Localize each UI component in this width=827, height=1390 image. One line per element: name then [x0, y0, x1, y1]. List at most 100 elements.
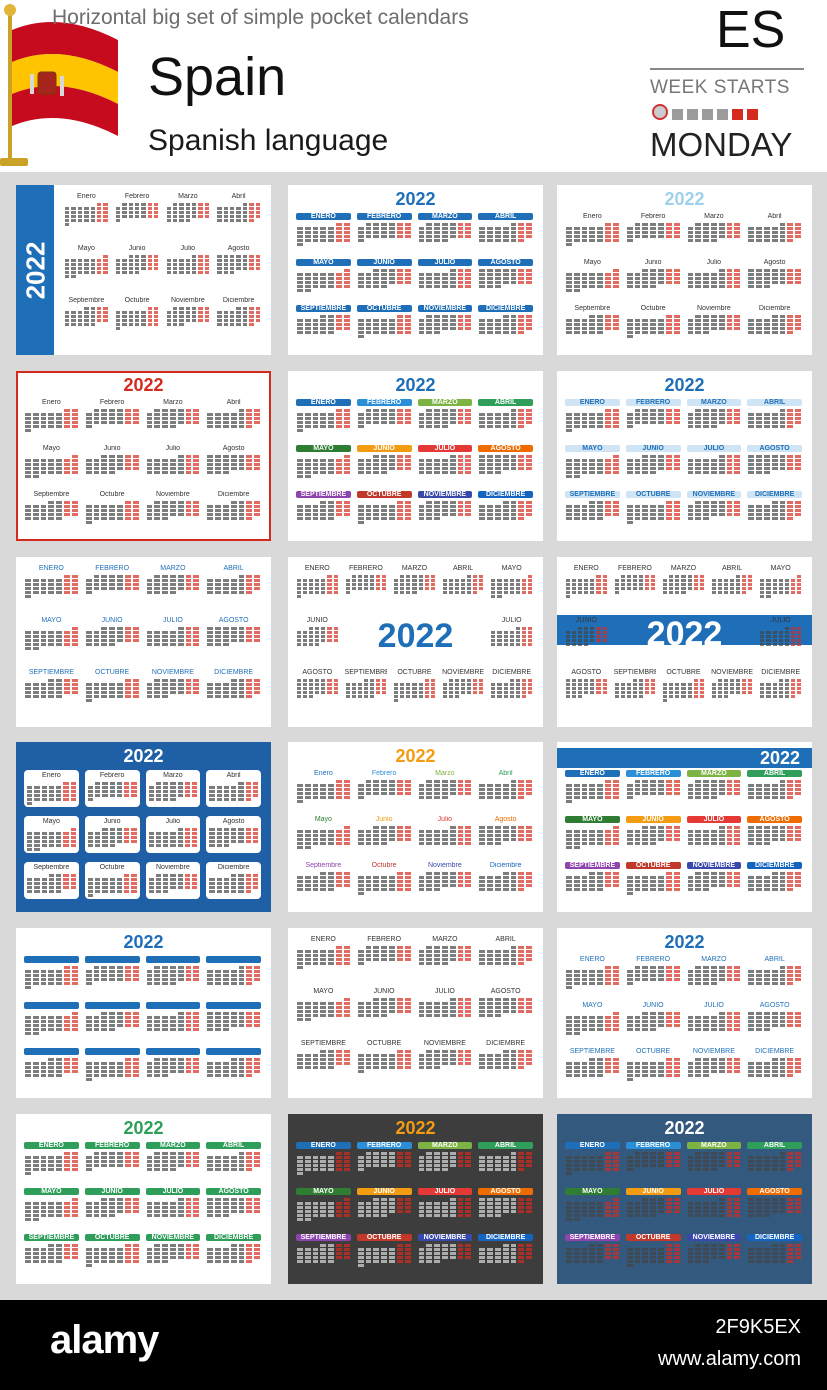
- calendar-card: 2022 Enero Febrero Marzo Abril Mayo Junio Julio…: [16, 185, 271, 355]
- month-block: DICIEMBRE: [478, 1040, 533, 1073]
- day-grid: [747, 1244, 802, 1267]
- month-name: OCTUBRE: [84, 1234, 140, 1241]
- day-grid: [64, 203, 109, 226]
- month-block: DICIEMBRE: [478, 305, 533, 338]
- month-block: Febrero: [357, 770, 412, 803]
- day-grid: [418, 1152, 473, 1175]
- year-title: 2022: [16, 932, 271, 953]
- month-name: AGOSTO: [206, 617, 261, 624]
- day-grid: [85, 1152, 140, 1175]
- month-block: JULIO: [145, 1188, 201, 1221]
- day-grid: [296, 1244, 351, 1267]
- month-block: JULIO: [687, 1002, 742, 1035]
- month-name: MARZO: [146, 565, 201, 572]
- year-title: 2022: [557, 615, 812, 654]
- day-grid: [478, 223, 533, 246]
- month-name: JUNIO: [84, 1188, 140, 1195]
- day-grid: [626, 409, 681, 432]
- day-grid: [565, 1058, 620, 1081]
- month-name: Junio: [85, 445, 140, 452]
- day-grid: [418, 826, 473, 849]
- day-grid: [393, 575, 436, 598]
- day-grid: [357, 1152, 412, 1175]
- month-name: AGOSTO: [747, 445, 802, 452]
- day-grid: [206, 966, 261, 989]
- month-name: Octubre: [85, 491, 140, 498]
- month-block: OCTUBRE: [626, 1048, 681, 1081]
- month-block: DICIEMBRE: [490, 669, 533, 702]
- calendar-card: 2022 Enero Febrero Marzo Abril Mayo Junio Julio…: [16, 742, 271, 912]
- month-block: Mayo: [24, 445, 79, 478]
- month-name: ENERO: [296, 936, 351, 943]
- month-block: ABRIL: [206, 565, 261, 598]
- day-grid: [565, 575, 608, 598]
- calendar-card: 2022 ENERO FEBRERO MARZO ABRIL MAYO JUNIO JULIO…: [288, 1114, 543, 1284]
- day-grid: [87, 782, 138, 805]
- month-block: DICIEMBRE: [747, 1048, 802, 1081]
- month-block: Agosto: [216, 245, 261, 278]
- day-grid: [296, 826, 351, 849]
- month-block: Enero: [24, 770, 79, 807]
- month-block: OCTUBRE: [356, 305, 412, 338]
- month-name: Enero: [24, 399, 79, 406]
- month-name: FEBRERO: [356, 1142, 412, 1149]
- month-name: SEPTIEMBRE: [565, 1234, 620, 1241]
- month-block: JUNIO: [626, 1002, 681, 1035]
- month-block: SEPTIEMBRE: [296, 491, 351, 524]
- calendar-card: 2022 Enero Febrero Marzo Abril Mayo Junio Julio…: [288, 742, 543, 912]
- month-name: Octubre: [115, 297, 160, 304]
- month-name: NOVIEMBRE: [146, 669, 201, 676]
- month-block: MARZO: [686, 770, 742, 803]
- month-name: FEBRERO: [356, 213, 412, 220]
- day-grid: [687, 455, 742, 478]
- day-grid: [87, 874, 138, 897]
- month-name: Marzo: [148, 772, 199, 779]
- month-block: Julio: [166, 245, 211, 278]
- month-name: OCTUBRE: [85, 669, 140, 676]
- month-name: SEPTIEMBRE: [614, 669, 657, 676]
- day-grid: [626, 1058, 681, 1081]
- country-code: ES: [716, 4, 785, 56]
- month-block: Abril: [747, 213, 802, 246]
- day-grid: [418, 872, 473, 895]
- day-grid: [747, 1058, 802, 1081]
- month-name: OCTUBRE: [626, 1048, 681, 1055]
- day-grid: [478, 315, 533, 338]
- month-name: Agosto: [208, 818, 259, 825]
- day-grid: [208, 828, 259, 851]
- month-name: ABRIL: [206, 1142, 261, 1149]
- day-grid: [418, 1050, 473, 1073]
- month-block: Noviembre: [166, 297, 211, 330]
- day-grid: [747, 872, 802, 895]
- month-block: ENERO: [296, 936, 351, 969]
- month-block: JULIO: [417, 445, 473, 478]
- month-block: AGOSTO: [747, 445, 802, 478]
- day-grid: [146, 1244, 201, 1267]
- month-block: OCTUBRE: [356, 491, 412, 524]
- month-block: Marzo: [145, 770, 201, 807]
- month-name: NOVIEMBRE: [417, 305, 473, 312]
- month-name: SEPTIEMBRE: [565, 1048, 620, 1055]
- month-block: MAYO: [296, 1188, 351, 1221]
- month-block: MARZO: [393, 565, 436, 598]
- day-grid: [148, 874, 199, 897]
- day-grid: [206, 679, 261, 702]
- month-block: JUNIO: [625, 816, 681, 849]
- month-block: Septiembre: [24, 862, 79, 899]
- day-grid: [614, 575, 657, 598]
- month-name: Febrero: [626, 213, 681, 220]
- month-name: Enero: [64, 193, 109, 200]
- month-name: OCTUBRE: [662, 669, 705, 676]
- month-name: Julio: [418, 816, 473, 823]
- month-name: Diciembre: [206, 491, 261, 498]
- day-grid: [296, 627, 339, 650]
- year-title: 2022: [557, 932, 812, 953]
- month-name: MAYO: [24, 1002, 79, 1009]
- month-block: Septiembre: [565, 305, 620, 338]
- year-band: [16, 934, 271, 954]
- month-name: JULIO: [686, 1188, 742, 1195]
- day-grid: [216, 203, 261, 226]
- month-block: OCTUBRE: [625, 1234, 681, 1267]
- month-block: Agosto: [747, 259, 802, 292]
- month-name: NOVIEMBRE: [442, 669, 485, 676]
